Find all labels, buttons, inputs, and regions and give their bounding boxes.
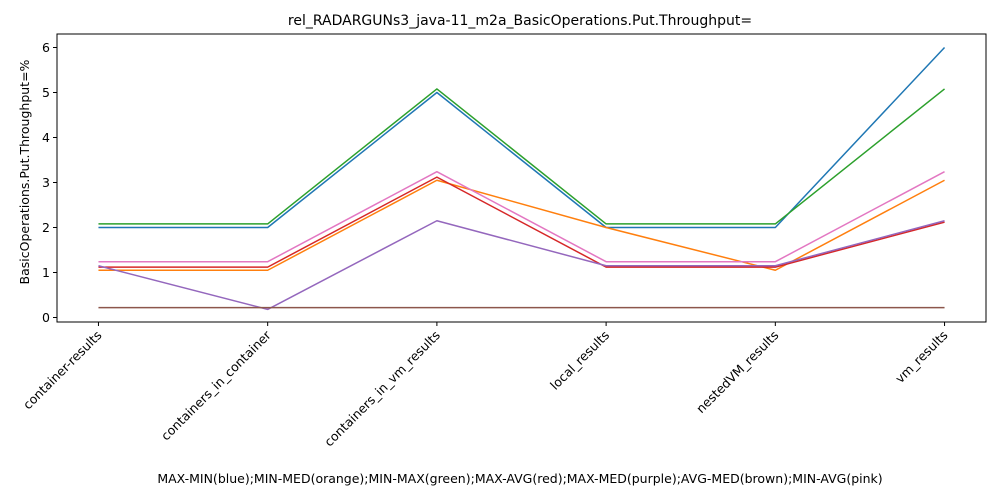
x-tick-label: local_results bbox=[547, 328, 612, 393]
y-tick-label: 2 bbox=[42, 220, 50, 235]
x-tick-label: containers_in_container bbox=[158, 327, 274, 443]
y-tick-label: 4 bbox=[42, 130, 50, 145]
series-line-2 bbox=[98, 179, 945, 271]
series-layer bbox=[98, 46, 946, 311]
x-tick-label: container-results bbox=[20, 328, 105, 413]
y-tick-label: 3 bbox=[42, 175, 50, 190]
axis-layer: 0 1 2 3 4 5 6 container-results containers_in_co… bbox=[20, 40, 951, 449]
series-line-7 bbox=[98, 170, 945, 263]
x-tick-label: nestedVM_results bbox=[693, 328, 781, 416]
y-tick-label: 6 bbox=[42, 40, 50, 55]
series-line-1 bbox=[98, 46, 946, 229]
x-tick-label: containers_in_vm_results bbox=[321, 328, 443, 450]
chart-title: rel_RADARGUNs3_java-11_m2a_BasicOperatio… bbox=[288, 13, 752, 29]
plot-frame bbox=[56, 33, 987, 323]
x-tick-label: vm_results bbox=[892, 328, 950, 386]
y-tick-label: 1 bbox=[42, 265, 50, 280]
y-axis-label: BasicOperations.Put.Throughput=% bbox=[17, 59, 32, 284]
series-line-4 bbox=[98, 176, 945, 268]
series-line-5 bbox=[98, 220, 945, 311]
x-axis-label: MAX-MIN(blue);MIN-MED(orange);MIN-MAX(gr… bbox=[157, 471, 882, 486]
y-tick-label: 0 bbox=[42, 310, 50, 325]
y-tick-label: 5 bbox=[42, 85, 50, 100]
series-line-3 bbox=[98, 88, 946, 225]
